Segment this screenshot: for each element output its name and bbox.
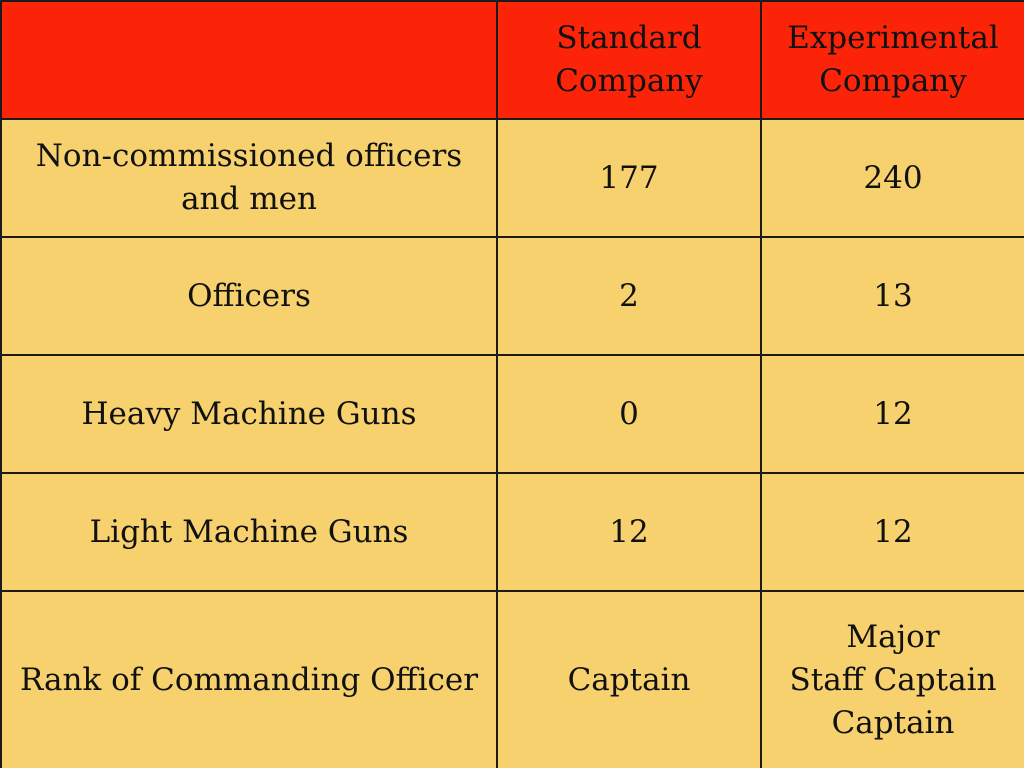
cell-standard-rank-of-commanding-officer: Captain [496,590,762,768]
table-row: Rank of Commanding Officer Captain Major… [0,590,1024,768]
table-row: Heavy Machine Guns 0 12 [0,354,1024,474]
column-header-standard-company: Standard Company [496,0,762,120]
cell-experimental-nco-and-men: 240 [760,118,1024,238]
cell-standard-light-machine-guns: 12 [496,472,762,592]
cell-standard-nco-and-men: 177 [496,118,762,238]
table-row: Light Machine Guns 12 12 [0,472,1024,592]
cell-experimental-rank-of-commanding-officer: Major Staff Captain Captain [760,590,1024,768]
column-header-experimental-company: Experimental Company [760,0,1024,120]
corner-cell [0,0,498,120]
table-row: Non-commissioned officers and men 177 24… [0,118,1024,238]
row-label-rank-of-commanding-officer: Rank of Commanding Officer [0,590,498,768]
row-label-heavy-machine-guns: Heavy Machine Guns [0,354,498,474]
header-row: Standard Company Experimental Company [0,0,1024,120]
table-row: Officers 2 13 [0,236,1024,356]
cell-experimental-officers: 13 [760,236,1024,356]
row-label-officers: Officers [0,236,498,356]
cell-standard-officers: 2 [496,236,762,356]
row-label-nco-and-men: Non-commissioned officers and men [0,118,498,238]
row-label-light-machine-guns: Light Machine Guns [0,472,498,592]
table-body: Non-commissioned officers and men 177 24… [0,118,1024,768]
cell-standard-heavy-machine-guns: 0 [496,354,762,474]
table-header: Standard Company Experimental Company [0,0,1024,120]
cell-experimental-heavy-machine-guns: 12 [760,354,1024,474]
cell-experimental-light-machine-guns: 12 [760,472,1024,592]
